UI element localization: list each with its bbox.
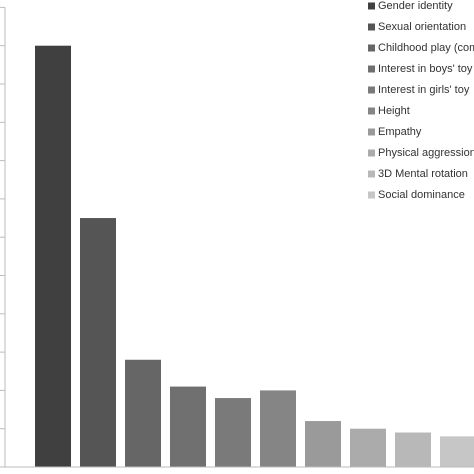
bar xyxy=(125,359,161,467)
legend-swatch xyxy=(368,2,375,10)
legend-label: Gender identity xyxy=(378,0,453,12)
legend-swatch xyxy=(368,86,375,94)
legend-label: 3D Mental rotation xyxy=(378,168,468,180)
legend-label: Interest in girls' toy xyxy=(378,84,470,96)
bar xyxy=(350,428,386,467)
bar xyxy=(80,218,116,467)
legend-swatch xyxy=(368,170,375,178)
bar xyxy=(395,432,431,467)
bar xyxy=(260,390,296,467)
legend-label: Childhood play (com xyxy=(378,42,474,54)
legend-swatch xyxy=(368,149,375,157)
bar xyxy=(440,436,474,467)
legend-swatch xyxy=(368,23,375,31)
legend-label: Social dominance xyxy=(378,189,465,201)
legend-swatch xyxy=(368,65,375,73)
legend-label: Physical aggression xyxy=(378,147,474,159)
legend-label: Height xyxy=(378,105,410,117)
legend-swatch xyxy=(368,107,375,115)
legend-swatch xyxy=(368,128,375,136)
bar xyxy=(35,45,71,467)
bar xyxy=(170,386,206,467)
bar xyxy=(215,398,251,467)
legend-swatch xyxy=(368,191,375,199)
legend-label: Sexual orientation xyxy=(378,21,466,33)
legend-label: Interest in boys' toy xyxy=(378,63,473,75)
legend-swatch xyxy=(368,44,375,52)
legend-label: Empathy xyxy=(378,126,422,138)
bar xyxy=(305,421,341,467)
